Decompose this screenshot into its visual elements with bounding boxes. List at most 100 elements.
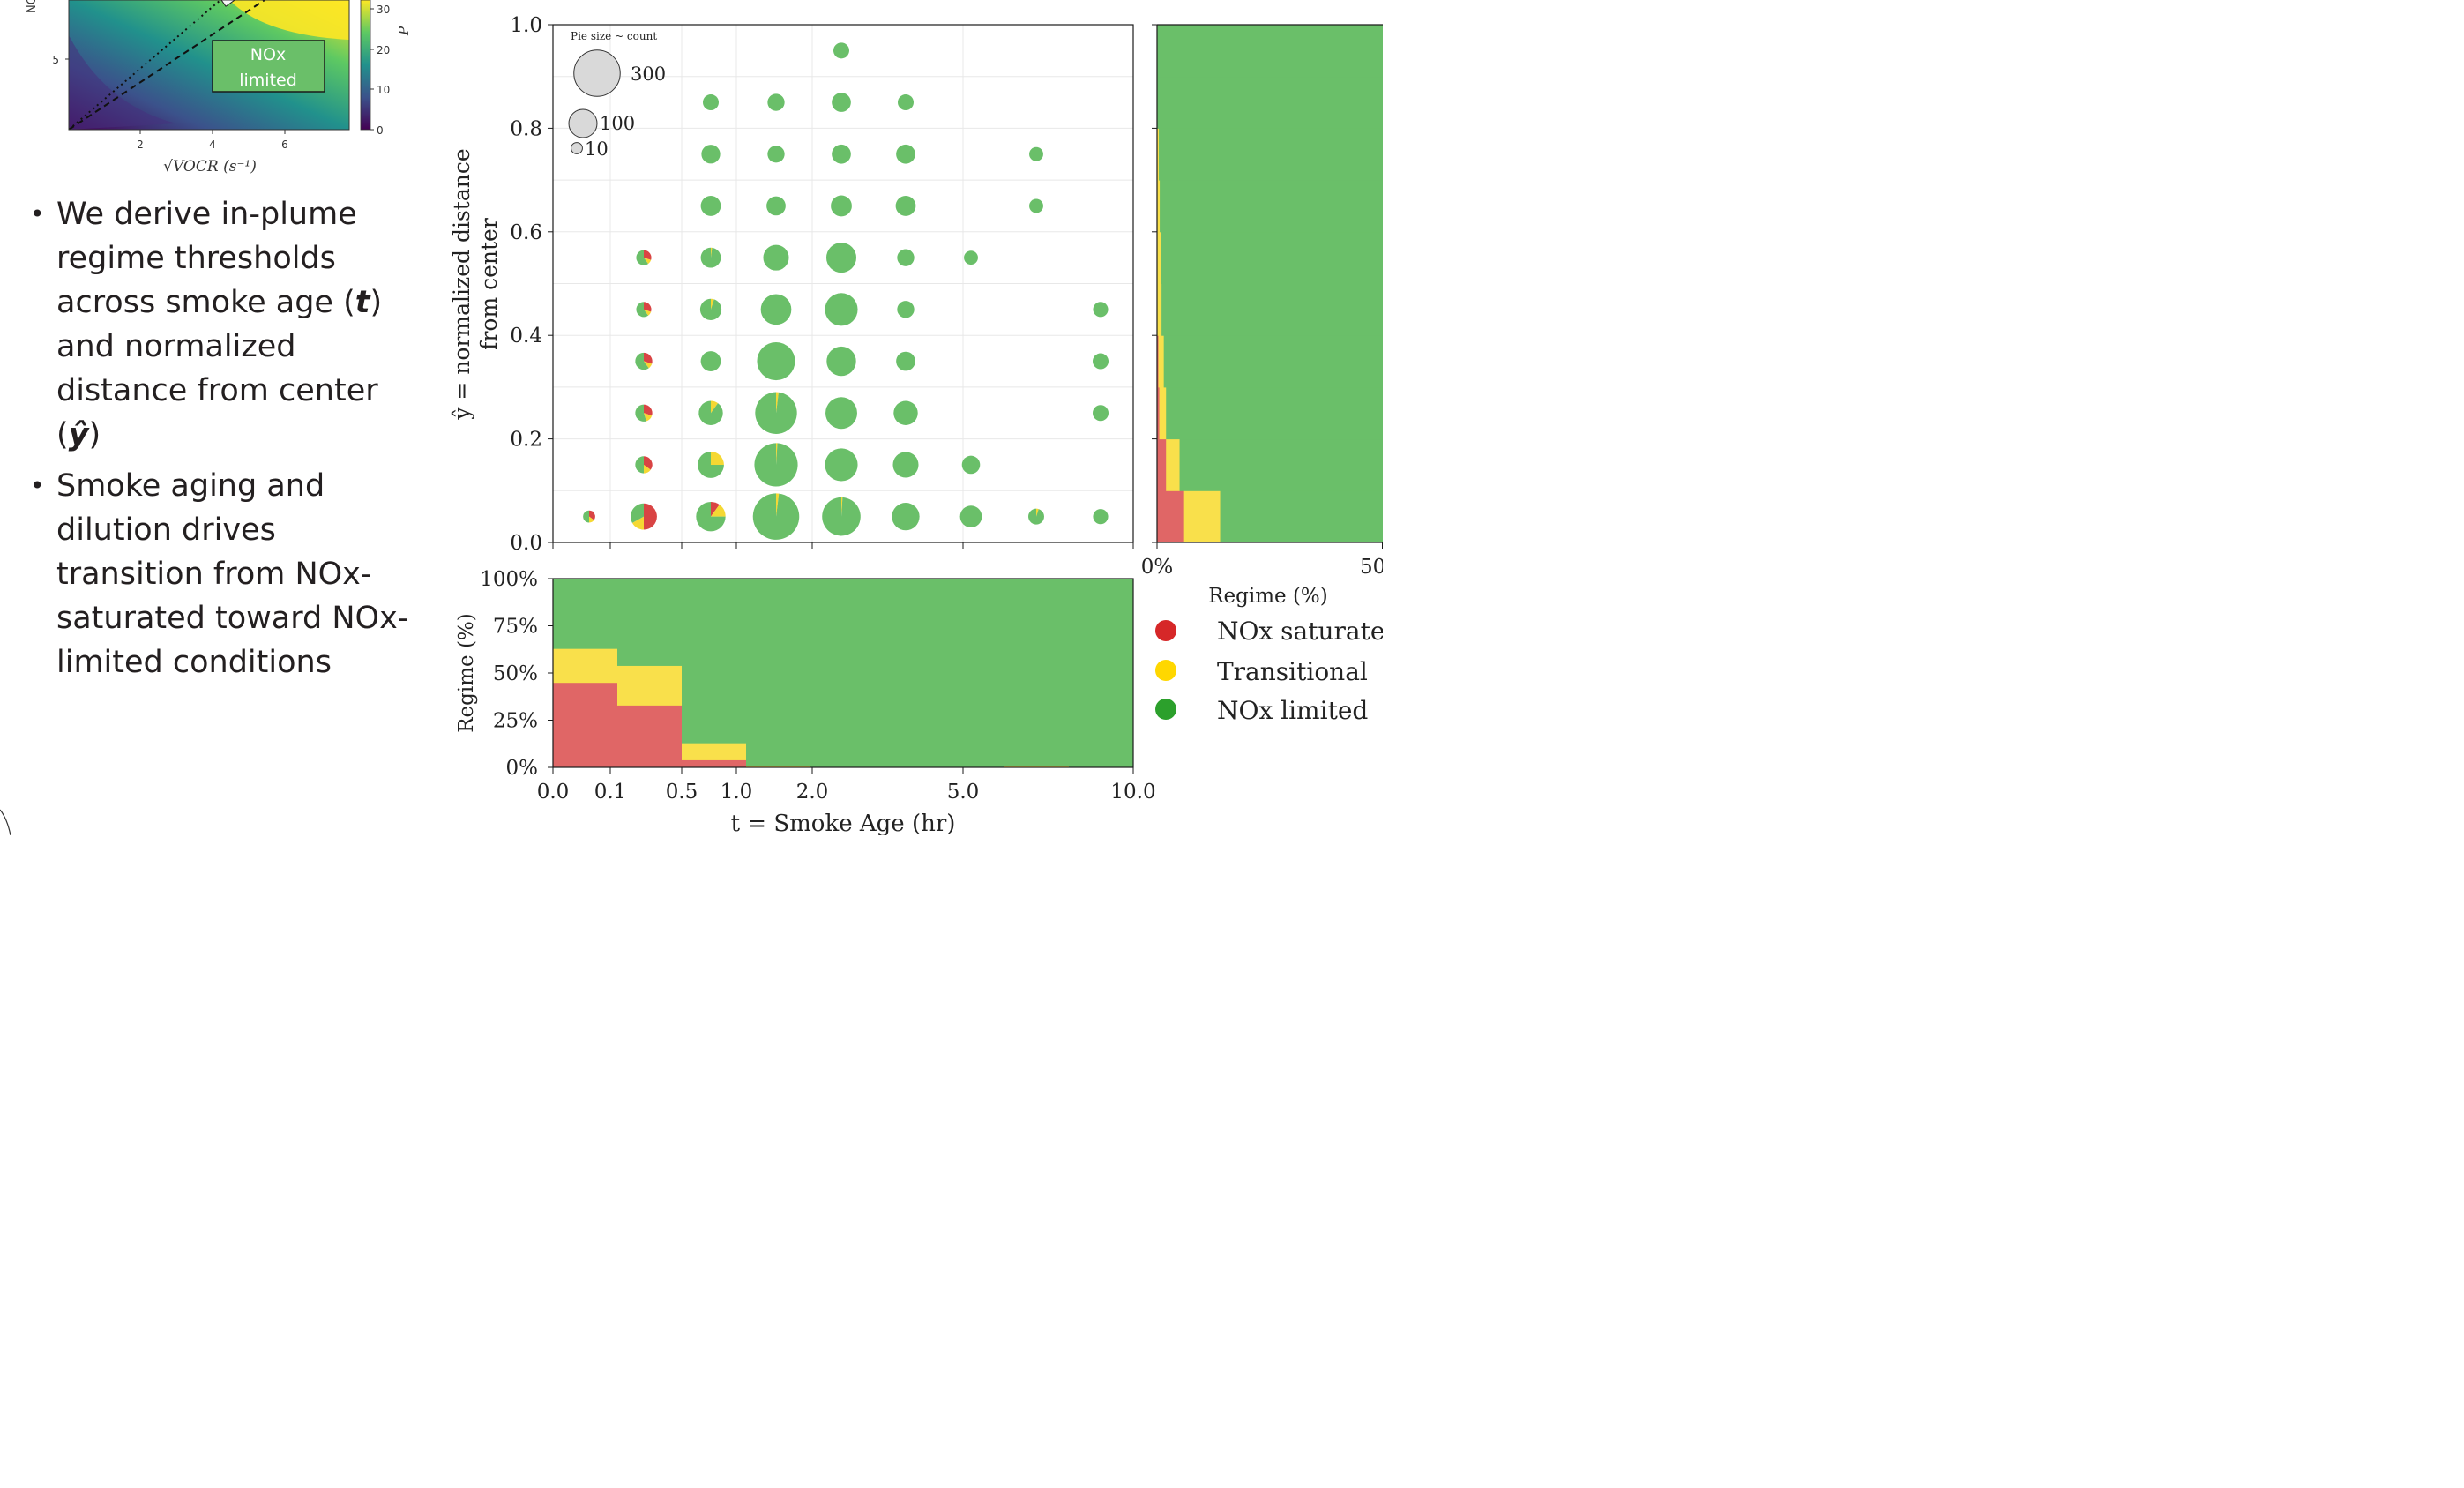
legend-label-limited: NOx limited bbox=[1217, 696, 1368, 725]
pie-wedge bbox=[699, 298, 722, 320]
pie-point bbox=[1029, 146, 1043, 161]
pie-point bbox=[703, 94, 719, 111]
right-bar-segment bbox=[1166, 438, 1181, 491]
pie-wedge bbox=[711, 501, 720, 517]
pie-point bbox=[635, 404, 653, 422]
inset-xtick-2: 4 bbox=[209, 138, 216, 151]
pie-wedge bbox=[636, 250, 649, 265]
size-legend-300: 300 bbox=[631, 64, 666, 85]
figure: NOx limited 5 NO 2 4 6 √VOCR (s⁻¹) 30 20… bbox=[0, 0, 1383, 835]
pie-point bbox=[766, 196, 786, 216]
pie-wedge bbox=[892, 452, 919, 478]
bottom-xtick-label: 2.0 bbox=[796, 781, 829, 804]
bottom-xtick-label: 5.0 bbox=[947, 781, 980, 804]
pie-point bbox=[700, 247, 721, 268]
bottom-bar-segment bbox=[553, 682, 618, 768]
pie-wedge bbox=[698, 400, 723, 425]
bottom-bar-segment bbox=[1069, 579, 1134, 768]
regime-legend: NOx saturated Transitional NOx limited bbox=[1155, 617, 1383, 725]
inset-box-label-1: NOx bbox=[250, 45, 286, 64]
right-bar-segment bbox=[1159, 386, 1167, 440]
cbar-tick-30: 30 bbox=[377, 4, 390, 16]
inset-xtick-1: 2 bbox=[137, 138, 144, 151]
right-bar-segment bbox=[1157, 180, 1161, 233]
bottom-bar-segment bbox=[617, 665, 683, 706]
pie-wedge bbox=[644, 464, 651, 474]
pie-wedge bbox=[895, 196, 916, 216]
pie-wedge bbox=[1028, 508, 1044, 525]
pie-point bbox=[1093, 509, 1109, 525]
pie-wedge bbox=[703, 94, 719, 111]
bottom-xticks: 0.0 0.1 0.5 1.0 2.0 5.0 10.0 bbox=[537, 767, 1156, 804]
bottom-xtick-label: 1.0 bbox=[721, 781, 753, 804]
bottom-bar-segment bbox=[746, 579, 811, 766]
right-bar-segment bbox=[1161, 231, 1383, 284]
pie-wedge bbox=[961, 455, 981, 475]
bottom-bars bbox=[553, 579, 1134, 768]
pie-wedge bbox=[752, 493, 800, 540]
pie-wedge bbox=[631, 516, 644, 530]
size-legend-circle bbox=[568, 108, 598, 138]
bottom-xlabel: t = Smoke Age (hr) bbox=[731, 811, 956, 835]
pie-wedge bbox=[896, 144, 915, 164]
main-ytick-label: 1.0 bbox=[510, 14, 542, 37]
bottom-bar-segment bbox=[939, 579, 1004, 768]
bottom-bar-segment bbox=[553, 648, 618, 684]
size-legend-100: 100 bbox=[600, 113, 635, 134]
main-ytick-label: 0.8 bbox=[510, 117, 542, 140]
legend-marker-transitional bbox=[1155, 660, 1176, 681]
bottom-bar-segment bbox=[617, 705, 683, 768]
pie-wedge bbox=[822, 497, 861, 536]
pie-point bbox=[892, 452, 919, 478]
legend-marker-saturated bbox=[1155, 620, 1176, 641]
pie-wedge bbox=[589, 516, 594, 523]
right-bar-segment bbox=[1161, 283, 1383, 336]
pie-wedge bbox=[898, 94, 914, 111]
legend-marker-limited bbox=[1155, 699, 1176, 720]
pie-markers bbox=[583, 42, 1109, 540]
bullet-list: We derive in-plume regime thresholds acr… bbox=[26, 192, 423, 692]
pie-wedge bbox=[897, 249, 915, 266]
pie-point bbox=[1029, 198, 1043, 213]
pie-point bbox=[826, 346, 856, 377]
pie-point bbox=[752, 493, 800, 540]
inset-plot: NOx limited 5 NO 2 4 6 √VOCR (s⁻¹) 30 20… bbox=[26, 0, 412, 176]
inset-dotted-line bbox=[69, 0, 221, 130]
pie-point bbox=[636, 302, 652, 318]
pie-point bbox=[757, 342, 795, 381]
pie-wedge bbox=[893, 400, 918, 425]
bullet-item-2: Smoke aging and dilution drives transiti… bbox=[26, 464, 423, 684]
inset-dashed-line bbox=[69, 0, 265, 130]
inset-colorbar bbox=[360, 0, 371, 131]
bottom-bar-segment bbox=[617, 579, 683, 666]
pie-point bbox=[825, 293, 858, 326]
main-ytick-label: 0.4 bbox=[510, 325, 542, 348]
bottom-xtick-label: 10.0 bbox=[1110, 781, 1155, 804]
pie-point bbox=[755, 392, 797, 434]
pie-wedge bbox=[825, 448, 858, 482]
pie-point bbox=[825, 243, 857, 273]
cbar-label: P bbox=[396, 26, 412, 36]
size-legend-10: 10 bbox=[585, 138, 609, 160]
bottom-bar-segment bbox=[810, 579, 876, 768]
pie-wedge bbox=[696, 501, 726, 532]
right-bar-segment bbox=[1220, 490, 1383, 543]
pie-point bbox=[897, 301, 915, 318]
pie-wedge bbox=[636, 302, 649, 318]
pie-wedge bbox=[711, 298, 714, 310]
cbar-tick-0: 0 bbox=[377, 124, 384, 137]
bullet1-segment: ŷ bbox=[68, 417, 89, 452]
pie-point bbox=[831, 195, 852, 217]
pie-wedge bbox=[841, 497, 843, 517]
pie-wedge bbox=[644, 258, 652, 265]
right-bar-segment bbox=[1179, 438, 1383, 491]
bottom-ylabel: Regime (%) bbox=[455, 613, 478, 733]
pie-point bbox=[700, 196, 721, 216]
pie-wedge bbox=[1029, 198, 1043, 213]
bullet1-segment: ) bbox=[88, 417, 101, 452]
bottom-bar-segment bbox=[1004, 765, 1070, 768]
pie-wedge bbox=[583, 510, 589, 523]
pie-wedge bbox=[589, 510, 595, 520]
pie-point bbox=[767, 146, 785, 163]
right-xlabel: Regime (%) bbox=[1208, 585, 1328, 608]
